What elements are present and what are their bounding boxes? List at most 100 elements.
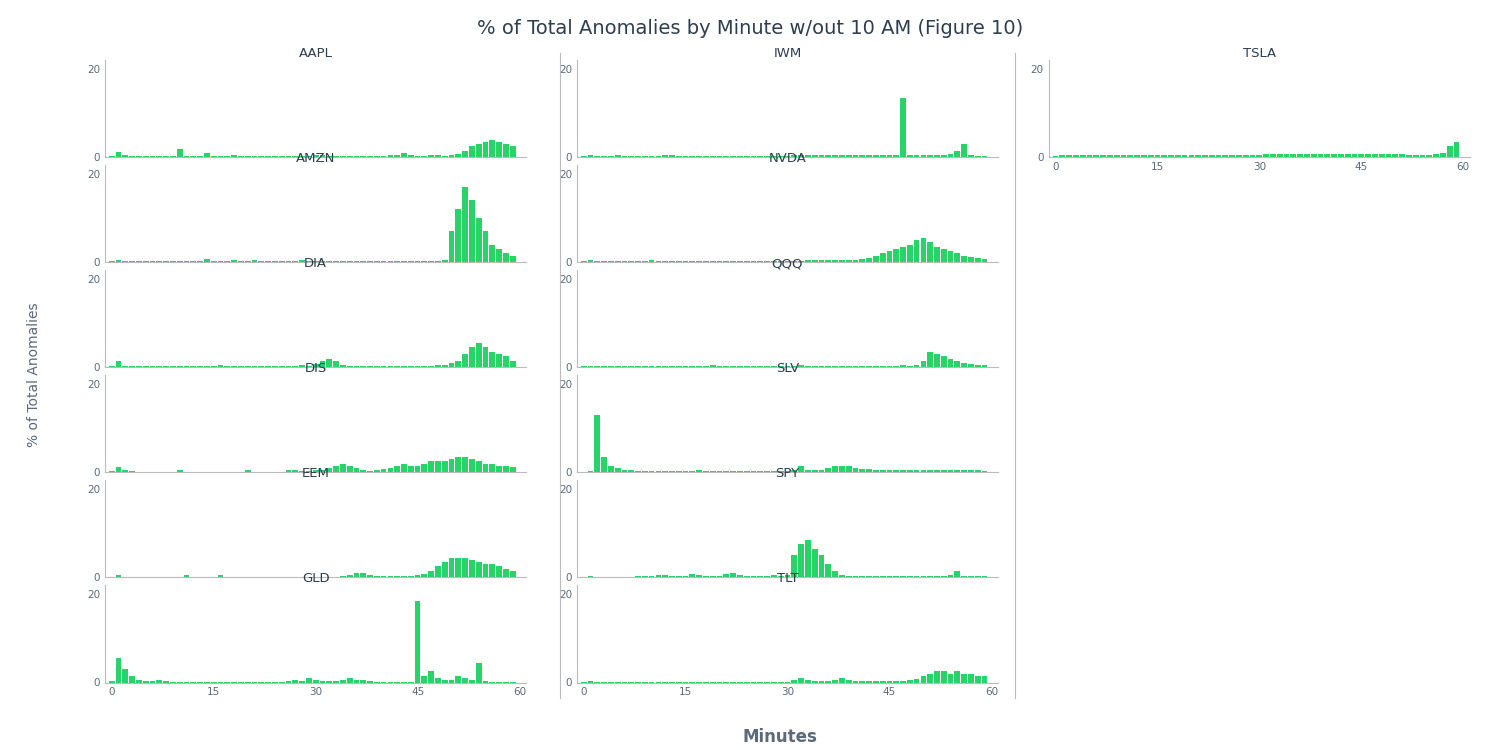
Bar (730, 367, 736, 368)
Title: SPY: SPY (776, 467, 800, 480)
Bar (833, 680, 839, 682)
Bar (621, 367, 627, 368)
Bar (298, 157, 304, 158)
Bar (927, 242, 933, 262)
Bar (496, 249, 502, 262)
Bar (744, 261, 750, 262)
Bar (642, 367, 648, 368)
Bar (211, 156, 216, 158)
Bar (1446, 146, 1452, 158)
Bar (879, 254, 885, 262)
Bar (429, 155, 433, 158)
Bar (758, 576, 764, 578)
Bar (400, 366, 406, 368)
Bar (886, 681, 892, 682)
Bar (764, 156, 770, 158)
Bar (429, 261, 433, 262)
Bar (435, 365, 441, 368)
Bar (792, 261, 796, 262)
Bar (1066, 155, 1072, 158)
Bar (1346, 154, 1350, 158)
Bar (333, 156, 339, 158)
Bar (580, 577, 586, 578)
Bar (279, 261, 285, 262)
Bar (354, 366, 360, 368)
Bar (422, 261, 428, 262)
Bar (340, 680, 345, 682)
Bar (483, 564, 489, 578)
Bar (387, 366, 393, 368)
Bar (150, 157, 156, 158)
Bar (886, 576, 892, 578)
Bar (116, 467, 122, 472)
Bar (123, 470, 129, 472)
Bar (1094, 155, 1100, 158)
Bar (136, 577, 142, 578)
Bar (1400, 154, 1406, 158)
Bar (879, 155, 885, 158)
Bar (1250, 155, 1256, 158)
Bar (608, 466, 613, 472)
Bar (442, 562, 447, 578)
Bar (1365, 154, 1371, 158)
Bar (1317, 154, 1323, 158)
Bar (435, 461, 441, 472)
Bar (806, 260, 812, 262)
Bar (784, 575, 790, 578)
Bar (608, 577, 613, 578)
Bar (346, 157, 352, 158)
Bar (580, 367, 586, 368)
Bar (266, 367, 272, 368)
Bar (696, 575, 702, 578)
Bar (476, 562, 482, 578)
Bar (1392, 154, 1398, 158)
Bar (258, 157, 264, 158)
Bar (648, 576, 654, 578)
Bar (456, 154, 460, 158)
Bar (798, 365, 804, 368)
Bar (170, 367, 176, 368)
Bar (156, 156, 162, 158)
Bar (846, 367, 852, 368)
Bar (812, 260, 818, 262)
Bar (852, 260, 858, 262)
Bar (285, 261, 291, 262)
Bar (656, 156, 662, 158)
Bar (948, 470, 954, 472)
Bar (1215, 155, 1221, 158)
Bar (594, 156, 600, 158)
Bar (306, 577, 312, 578)
Bar (608, 367, 613, 368)
Title: QQQ: QQQ (771, 257, 804, 270)
Bar (921, 470, 927, 472)
Bar (156, 367, 162, 368)
Bar (852, 468, 858, 472)
Bar (360, 573, 366, 578)
Bar (819, 367, 825, 368)
Bar (846, 680, 852, 682)
Bar (196, 156, 202, 158)
Bar (1202, 155, 1208, 158)
Bar (368, 471, 374, 472)
Bar (462, 457, 468, 472)
Bar (177, 367, 183, 368)
Bar (435, 155, 441, 158)
Bar (717, 156, 723, 158)
Bar (354, 468, 360, 472)
Bar (1406, 155, 1411, 158)
Text: Minutes: Minutes (742, 728, 818, 746)
Bar (798, 678, 804, 682)
Bar (470, 459, 476, 472)
Bar (865, 681, 871, 682)
Bar (129, 577, 135, 578)
Bar (934, 671, 940, 682)
Bar (819, 681, 825, 682)
Bar (204, 367, 210, 368)
Bar (1311, 154, 1317, 158)
Bar (1426, 155, 1432, 158)
Bar (812, 681, 818, 682)
Bar (1372, 154, 1378, 158)
Bar (750, 367, 756, 368)
Bar (981, 471, 987, 472)
Bar (602, 457, 608, 472)
